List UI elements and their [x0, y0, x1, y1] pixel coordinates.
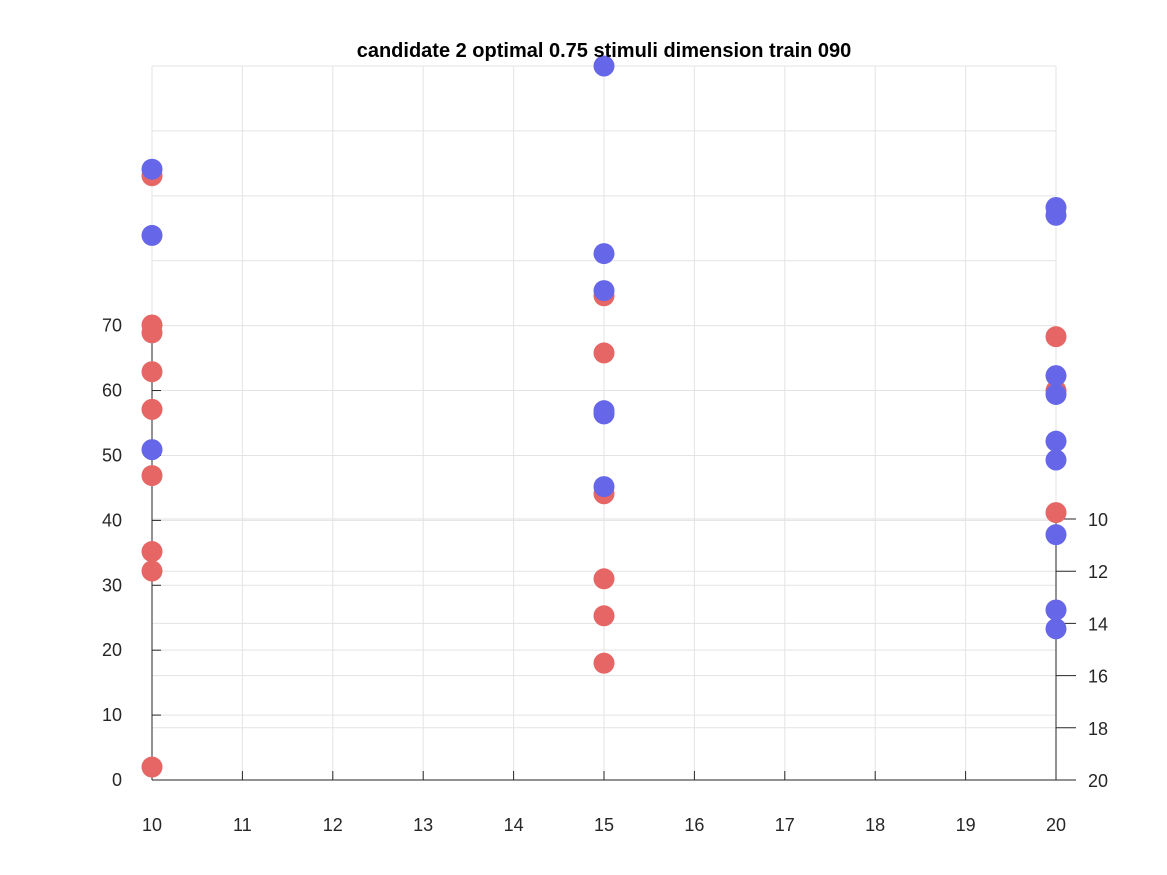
y-tick-label-left: 20	[102, 640, 122, 660]
x-tick-label: 14	[504, 815, 524, 835]
data-point	[593, 568, 615, 590]
data-point	[141, 398, 163, 420]
data-point	[593, 476, 615, 498]
data-point	[1045, 365, 1067, 387]
y-tick-label-left: 60	[102, 381, 122, 401]
data-point	[141, 158, 163, 180]
data-point	[593, 55, 615, 77]
y-tick-label-left: 40	[102, 510, 122, 530]
data-point	[1045, 326, 1067, 348]
y-tick-label-right: 20	[1088, 771, 1108, 791]
y-tick-label-right: 18	[1088, 719, 1108, 739]
data-point	[593, 605, 615, 627]
data-point	[593, 342, 615, 364]
y-tick-label-left: 30	[102, 575, 122, 595]
x-tick-label: 17	[775, 815, 795, 835]
data-point	[141, 224, 163, 246]
data-point	[1045, 449, 1067, 471]
data-point	[1045, 618, 1067, 640]
y-tick-label-right: 14	[1088, 614, 1108, 634]
data-point	[141, 465, 163, 487]
data-point	[1045, 197, 1067, 219]
data-point	[1045, 383, 1067, 405]
x-tick-label: 10	[142, 815, 162, 835]
x-tick-label: 20	[1046, 815, 1066, 835]
x-tick-label: 15	[594, 815, 614, 835]
x-tick-label: 11	[233, 815, 252, 835]
y-tick-label-left: 70	[102, 316, 122, 336]
y-tick-label-right: 10	[1088, 510, 1108, 530]
data-point	[593, 652, 615, 674]
data-point	[141, 560, 163, 582]
data-point	[1045, 502, 1067, 524]
data-point	[141, 756, 163, 778]
data-point	[141, 314, 163, 336]
data-point	[1045, 524, 1067, 546]
x-tick-label: 13	[413, 815, 433, 835]
x-tick-label: 19	[956, 815, 976, 835]
y-tick-label-right: 12	[1088, 562, 1108, 582]
data-point	[1045, 430, 1067, 452]
data-point	[1045, 599, 1067, 621]
data-point	[593, 280, 615, 302]
y-tick-label-left: 50	[102, 445, 122, 465]
tick-labels: 10 11 12 13 14 15 16 17 18 19 20 0 10 20 30 40 50 60 70 10 1…	[102, 316, 1108, 835]
y-tick-label-left: 0	[112, 770, 122, 790]
x-tick-label: 16	[684, 815, 704, 835]
data-point	[593, 400, 615, 422]
data-point	[141, 439, 163, 461]
x-tick-label: 18	[865, 815, 885, 835]
y-tick-label-left: 10	[102, 705, 122, 725]
data-point	[141, 541, 163, 563]
y-tick-label-right: 16	[1088, 667, 1108, 687]
data-point	[141, 361, 163, 383]
data-points	[141, 55, 1067, 778]
data-point	[593, 243, 615, 265]
x-tick-label: 12	[323, 815, 343, 835]
chart-title: candidate 2 optimal 0.75 stimuli dimensi…	[357, 40, 852, 62]
